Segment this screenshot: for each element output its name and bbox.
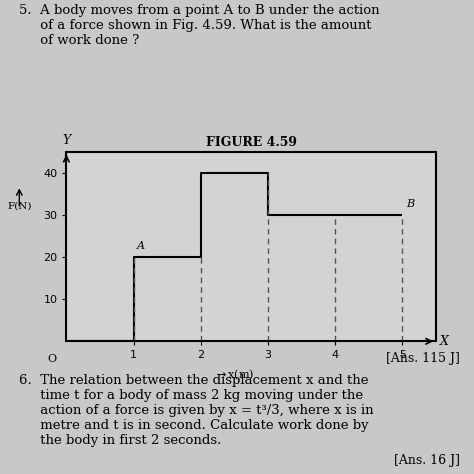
Text: [Ans. 16 J]: [Ans. 16 J]	[394, 455, 460, 467]
Text: X: X	[439, 335, 448, 348]
Text: B: B	[406, 199, 414, 209]
Title: FIGURE 4.59: FIGURE 4.59	[206, 136, 297, 149]
Text: F(N): F(N)	[7, 202, 32, 211]
Bar	[66, 152, 436, 341]
Text: $\rightarrow$x(m): $\rightarrow$x(m)	[214, 368, 255, 382]
Text: O: O	[47, 354, 56, 364]
Text: 6.  The relation between the displacement x and the
     time t for a body of ma: 6. The relation between the displacement…	[19, 374, 374, 447]
Text: Y: Y	[62, 135, 71, 147]
Text: A: A	[137, 241, 145, 251]
Text: [Ans. 115 J]: [Ans. 115 J]	[386, 352, 460, 365]
Text: 5.  A body moves from a point A to B under the action
     of a force shown in F: 5. A body moves from a point A to B unde…	[19, 4, 380, 47]
